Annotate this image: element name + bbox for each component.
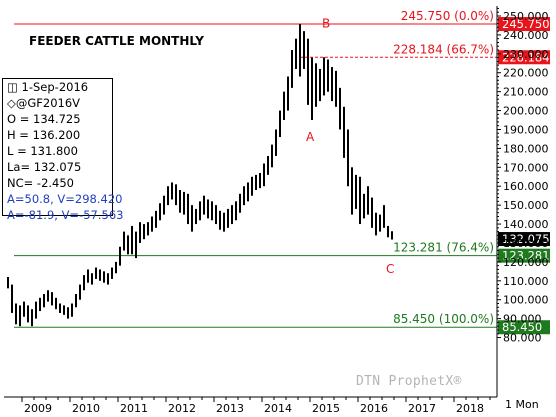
info-cursor-a2: A=-81.9, V=-57.563 xyxy=(7,208,124,222)
y-tick-label: 220.000 xyxy=(503,67,549,80)
annotation-b: B xyxy=(322,16,330,30)
info-last: La= 132.075 xyxy=(7,160,82,174)
info-low: L = 131.800 xyxy=(7,144,78,158)
info-symbol-value: @GF2016V xyxy=(15,96,81,110)
y-tick-label: 180.000 xyxy=(503,142,549,155)
annotation-a: A xyxy=(306,130,315,144)
axes: 80.000 90.000 100.000 110.000 120.000 130.000… xyxy=(4,6,549,415)
x-tick-label: 2012 xyxy=(168,402,196,415)
y-tick-label: 230.000 xyxy=(503,48,549,61)
period-selector[interactable]: 1 Mon xyxy=(505,398,539,411)
level-price-tag-text: 123.281 xyxy=(502,249,550,263)
price-bars xyxy=(7,24,393,327)
info-cursor-a1: A=50.8, V=298.420 xyxy=(7,192,123,206)
level-price-tag xyxy=(498,320,550,335)
info-symbol: ◇@GF2016V xyxy=(7,95,112,111)
watermark: DTN ProphetX® xyxy=(356,374,462,389)
calendar-icon: ◫ xyxy=(7,80,22,94)
y-tick-label: 130.000 xyxy=(503,237,549,250)
level-price-tag-text: 245.750 xyxy=(502,17,550,31)
info-high: H = 136.200 xyxy=(7,128,81,142)
x-tick-label: 2015 xyxy=(312,402,340,415)
level-price-tag-text: 85.450 xyxy=(502,320,542,334)
x-tick-label: 2016 xyxy=(360,402,388,415)
level-price-tag-text: 228.184 xyxy=(502,50,550,64)
info-open: O = 134.725 xyxy=(7,112,81,126)
y-tick-label: 80.000 xyxy=(503,332,542,345)
level-label: 228.184 (66.7%) xyxy=(393,42,494,56)
y-tick-label: 190.000 xyxy=(503,123,549,136)
diamond-icon: ◇ xyxy=(7,96,16,110)
x-tick-label: 2010 xyxy=(72,402,100,415)
x-tick-label: 2013 xyxy=(216,402,244,415)
x-tick-label: 2009 xyxy=(24,402,52,415)
y-tick-label: 170.000 xyxy=(503,161,549,174)
y-tick-label: 160.000 xyxy=(503,180,549,193)
level-price-tag xyxy=(498,50,550,65)
fibonacci-levels: 245.750 (0.0%) 245.750 228.184 (66.7%) 228.… xyxy=(14,9,550,335)
info-net-change: NC= -2.450 xyxy=(7,176,74,190)
y-tick-label: 210.000 xyxy=(503,86,549,99)
last-price-tag-text: 132.075 xyxy=(502,232,550,246)
x-tick-label: 2011 xyxy=(120,402,148,415)
last-price-tag xyxy=(498,232,550,247)
y-tick-label: 100.000 xyxy=(503,294,549,307)
annotations: A B C xyxy=(306,16,394,276)
y-tick-label: 140.000 xyxy=(503,218,549,231)
level-label: 123.281 (76.4%) xyxy=(393,241,494,255)
level-price-tag xyxy=(498,248,550,263)
x-tick-label: 2018 xyxy=(456,402,484,415)
y-tick-label: 110.000 xyxy=(503,275,549,288)
info-date-value: 1-Sep-2016 xyxy=(21,80,89,94)
x-tick-label: 2017 xyxy=(408,402,436,415)
chart-title: FEEDER CATTLE MONTHLY xyxy=(29,34,204,48)
annotation-c: C xyxy=(386,262,394,276)
level-label: 245.750 (0.0%) xyxy=(401,9,494,23)
x-tick-label: 2014 xyxy=(264,402,292,415)
y-tick-label: 120.000 xyxy=(503,256,549,269)
level-label: 85.450 (100.0%) xyxy=(393,312,494,326)
info-date: ◫ 1-Sep-2016 xyxy=(7,79,112,95)
y-tick-label: 250.000 xyxy=(503,10,549,23)
level-price-tag xyxy=(498,17,550,32)
y-tick-label: 150.000 xyxy=(503,199,549,212)
y-tick-label: 200.000 xyxy=(503,105,549,118)
y-tick-label: 90.000 xyxy=(503,313,542,326)
y-tick-label: 240.000 xyxy=(503,29,549,42)
info-panel: ◫ 1-Sep-2016 ◇@GF2016V O = 134.725 H = 1… xyxy=(2,78,123,222)
